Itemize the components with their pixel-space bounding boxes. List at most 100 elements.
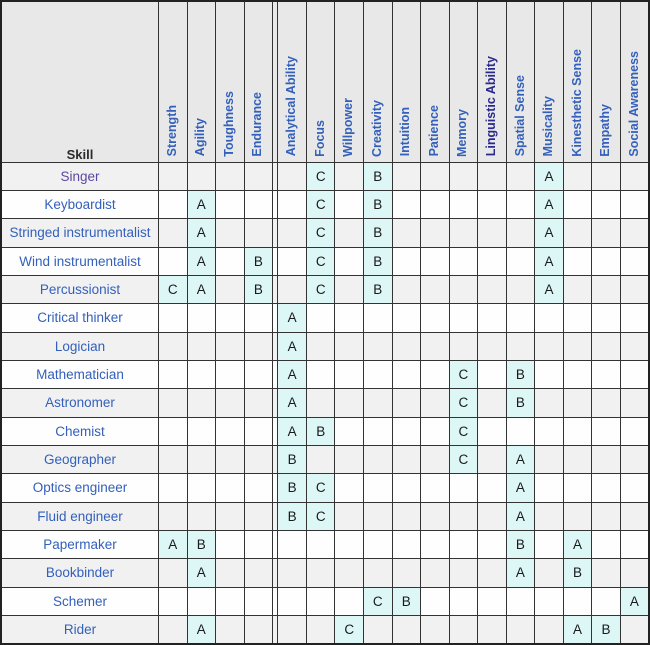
cell-singer-empathy <box>591 161 621 191</box>
cell-optics-engineer-memory <box>448 473 479 503</box>
cell-bookbinder-patience <box>420 558 450 588</box>
column-link-strength[interactable]: Strength <box>164 105 179 157</box>
cell-astronomer-endurance <box>243 388 274 418</box>
skill-link-astronomer[interactable]: Astronomer <box>45 395 115 411</box>
cell-fluid-engineer-memory <box>448 501 479 531</box>
cell-fluid-engineer-spatial-sense: A <box>505 501 536 531</box>
skill-link-mathematician[interactable]: Mathematician <box>36 367 124 383</box>
cell-bookbinder-linguistic-ability <box>477 558 507 588</box>
column-link-endurance[interactable]: Endurance <box>250 91 265 157</box>
cell-critical-thinker-patience <box>420 303 450 333</box>
column-link-empathy[interactable]: Empathy <box>598 103 613 157</box>
column-link-analytical-ability[interactable]: Analytical Ability <box>284 56 299 157</box>
cell-singer-spatial-sense <box>505 161 536 191</box>
cell-astronomer-linguistic-ability <box>477 388 507 418</box>
cell-rider-willpower: C <box>334 615 364 645</box>
column-link-creativity[interactable]: Creativity <box>369 99 384 157</box>
cell-stringed-instrumentalist-spatial-sense <box>505 218 536 248</box>
cell-schemer-social-awareness: A <box>619 586 650 617</box>
skill-link-geographer[interactable]: Geographer <box>43 452 117 468</box>
cell-schemer-patience <box>420 586 450 617</box>
cell-bookbinder-analytical-ability <box>277 558 307 588</box>
skill-row-stringed-instrumentalist: Stringed instrumentalist A C B A <box>0 218 650 248</box>
skill-link-optics-engineer[interactable]: Optics engineer <box>32 480 128 496</box>
cell-wind-instrumentalist-linguistic-ability <box>477 246 507 276</box>
cell-logician-toughness <box>215 331 245 361</box>
cell-wind-instrumentalist-toughness <box>215 246 245 276</box>
cell-logician-creativity <box>363 331 393 361</box>
column-link-social-awareness[interactable]: Social Awareness <box>626 50 641 157</box>
cell-critical-thinker-empathy <box>591 303 621 333</box>
cell-papermaker-analytical-ability <box>277 529 307 560</box>
cell-schemer-linguistic-ability <box>477 586 507 617</box>
cell-papermaker-social-awareness <box>619 529 650 560</box>
cell-logician-patience <box>420 331 450 361</box>
cell-optics-engineer-analytical-ability: B <box>277 473 307 503</box>
cell-papermaker-musicality <box>534 529 564 560</box>
skill-link-critical-thinker[interactable]: Critical thinker <box>37 310 123 326</box>
cell-mathematician-patience <box>420 359 450 390</box>
cell-critical-thinker-agility <box>186 303 217 333</box>
cell-bookbinder-kinesthetic-sense: B <box>562 558 593 588</box>
matrix-body: Singer C B A Keyboardist A C B A Stringed instrum… <box>0 161 650 645</box>
cell-fluid-engineer-linguistic-ability <box>477 501 507 531</box>
column-link-kinesthetic-sense[interactable]: Kinesthetic Sense <box>569 48 584 157</box>
cell-keyboardist-endurance <box>243 189 274 220</box>
row-header-schemer: Schemer <box>0 586 159 617</box>
cell-schemer-strength <box>158 586 188 617</box>
cell-astronomer-analytical-ability: A <box>277 388 307 418</box>
cell-keyboardist-empathy <box>591 189 621 220</box>
cell-stringed-instrumentalist-linguistic-ability <box>477 218 507 248</box>
skill-link-wind-instrumentalist[interactable]: Wind instrumentalist <box>19 253 141 269</box>
cell-mathematician-social-awareness <box>619 359 650 390</box>
skill-row-percussionist: Percussionist C A B C B A <box>0 274 650 305</box>
cell-chemist-memory: C <box>448 416 479 446</box>
cell-rider-agility: A <box>186 615 217 645</box>
skill-link-stringed-instrumentalist[interactable]: Stringed instrumentalist <box>9 225 151 241</box>
skill-link-rider[interactable]: Rider <box>63 622 97 637</box>
skill-link-chemist[interactable]: Chemist <box>55 423 105 439</box>
column-link-agility[interactable]: Agility <box>193 118 208 157</box>
skill-row-geographer: Geographer B C A <box>0 444 650 475</box>
column-link-spatial-sense[interactable]: Spatial Sense <box>512 75 527 157</box>
cell-mathematician-focus <box>305 359 336 390</box>
cell-logician-endurance <box>243 331 274 361</box>
cell-astronomer-spatial-sense: B <box>505 388 536 418</box>
column-link-patience[interactable]: Patience <box>426 105 441 157</box>
skill-link-percussionist[interactable]: Percussionist <box>39 282 121 298</box>
cell-keyboardist-intuition <box>391 189 422 220</box>
skill-link-schemer[interactable]: Schemer <box>52 593 108 609</box>
cell-percussionist-creativity: B <box>363 274 393 305</box>
cell-papermaker-creativity <box>363 529 393 560</box>
cell-schemer-kinesthetic-sense <box>562 586 593 617</box>
column-link-intuition[interactable]: Intuition <box>398 107 413 157</box>
skill-link-keyboardist[interactable]: Keyboardist <box>44 197 116 213</box>
cell-bookbinder-focus <box>305 558 336 588</box>
skill-link-singer[interactable]: Singer <box>60 168 100 184</box>
column-link-focus[interactable]: Focus <box>312 119 327 157</box>
cell-stringed-instrumentalist-toughness <box>215 218 245 248</box>
row-divider-spacer <box>272 586 279 617</box>
cell-singer-patience <box>420 161 450 191</box>
column-link-memory[interactable]: Memory <box>455 108 470 157</box>
cell-geographer-willpower <box>334 444 364 475</box>
cell-chemist-toughness <box>215 416 245 446</box>
skill-link-bookbinder[interactable]: Bookbinder <box>45 565 115 581</box>
cell-percussionist-linguistic-ability <box>477 274 507 305</box>
cell-logician-empathy <box>591 331 621 361</box>
skill-row-rider: Rider A C A B <box>0 615 650 645</box>
cell-percussionist-memory <box>448 274 479 305</box>
column-link-toughness[interactable]: Toughness <box>221 90 236 157</box>
matrix-header: Skill Strength Agility Toughness Endurance A… <box>0 0 650 163</box>
cell-mathematician-empathy <box>591 359 621 390</box>
column-link-linguistic-ability[interactable]: Linguistic Ability <box>484 56 499 157</box>
column-link-musicality[interactable]: Musicality <box>541 96 556 157</box>
skill-link-papermaker[interactable]: Papermaker <box>43 537 117 553</box>
skill-link-fluid-engineer[interactable]: Fluid engineer <box>37 508 123 524</box>
column-link-willpower[interactable]: Willpower <box>341 97 356 157</box>
column-header-intuition: Intuition <box>391 0 422 163</box>
skill-link-logician[interactable]: Logician <box>54 338 106 354</box>
row-header-logician: Logician <box>0 331 159 361</box>
cell-optics-engineer-agility <box>186 473 217 503</box>
